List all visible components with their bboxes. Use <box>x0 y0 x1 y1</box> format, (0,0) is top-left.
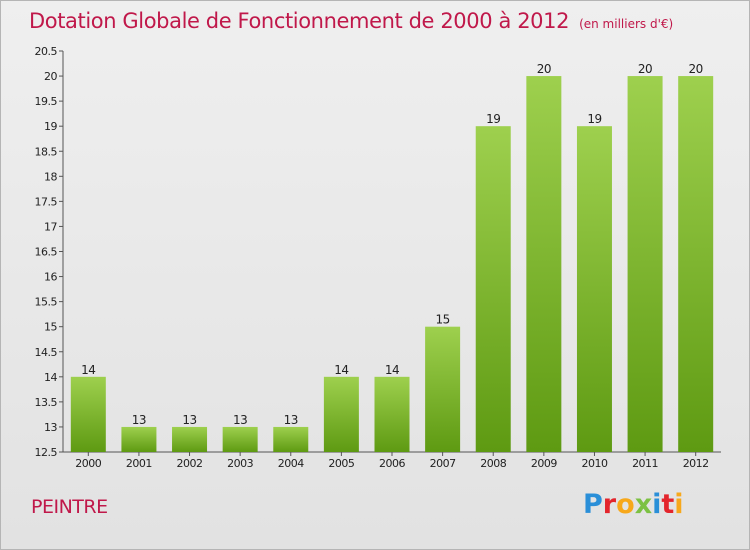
bar <box>172 426 208 452</box>
data-label: 13 <box>182 413 196 427</box>
data-label: 20 <box>689 62 703 76</box>
y-tick-label: 19.5 <box>35 95 58 108</box>
bar <box>425 326 461 452</box>
logo-letter: P <box>583 489 603 520</box>
data-label: 13 <box>284 413 298 427</box>
logo-letter: x <box>634 489 653 520</box>
x-tick-label: 2010 <box>581 457 607 470</box>
bar <box>121 426 157 452</box>
bar <box>627 76 663 452</box>
data-label: 15 <box>435 313 449 327</box>
x-tick-label: 2009 <box>531 457 557 470</box>
x-tick-label: 2008 <box>480 457 506 470</box>
proxiti-logo: Proxiti <box>583 489 684 520</box>
bar <box>678 76 714 452</box>
bar <box>526 76 562 452</box>
x-tick-label: 2002 <box>177 457 203 470</box>
bar <box>576 126 612 452</box>
chart-labels: 2000 14 2001 13 2002 13 2003 13 2004 13 2005 14 2006… <box>75 62 709 470</box>
y-tick-label: 19 <box>44 120 57 133</box>
y-tick-label: 13 <box>44 421 57 434</box>
x-tick-label: 2006 <box>379 457 405 470</box>
bar <box>70 376 106 452</box>
x-tick-label: 2005 <box>328 457 354 470</box>
bar <box>374 376 410 452</box>
y-tick-label: 15 <box>44 321 57 334</box>
y-tick-label: 16 <box>44 271 57 284</box>
y-tick-label: 20 <box>44 70 57 83</box>
logo-letter: i <box>652 489 662 520</box>
commune-name: PEINTRE <box>31 496 108 518</box>
data-label: 19 <box>486 112 500 126</box>
y-tick-label: 16.5 <box>35 246 58 259</box>
x-tick-label: 2011 <box>632 457 658 470</box>
x-tick-label: 2000 <box>75 457 101 470</box>
y-tick-label: 18.5 <box>35 145 58 158</box>
logo-letter: t <box>661 489 675 520</box>
chart-subtitle: (en milliers d'€) <box>579 17 674 31</box>
x-tick-label: 2003 <box>227 457 253 470</box>
data-label: 20 <box>638 62 652 76</box>
y-tick-label: 12.5 <box>35 446 58 459</box>
chart-bars <box>70 76 714 452</box>
data-label: 19 <box>587 112 601 126</box>
bar <box>222 426 258 452</box>
chart-title: Dotation Globale de Fonctionnement de 20… <box>29 9 673 33</box>
data-label: 14 <box>334 363 348 377</box>
data-label: 13 <box>132 413 146 427</box>
data-label: 13 <box>233 413 247 427</box>
y-tick-label: 20.5 <box>35 45 58 58</box>
logo-letter: i <box>674 489 684 520</box>
bar <box>273 426 309 452</box>
data-label: 14 <box>81 363 95 377</box>
chart-title-text: Dotation Globale de Fonctionnement de 20… <box>29 9 570 33</box>
y-tick-label: 15.5 <box>35 296 58 309</box>
x-tick-label: 2007 <box>430 457 456 470</box>
data-label: 14 <box>385 363 399 377</box>
y-tick-label: 14.5 <box>35 346 58 359</box>
data-label: 20 <box>537 62 551 76</box>
x-tick-label: 2004 <box>278 457 304 470</box>
logo-letter: o <box>616 489 635 520</box>
y-tick-label: 17.5 <box>35 195 58 208</box>
chart-axes: 12.5 13 13.5 14 14.5 15 15.5 16 16.5 17 17.5 18 18.5… <box>35 45 721 459</box>
y-tick-label: 14 <box>44 371 57 384</box>
bar <box>475 126 511 452</box>
y-tick-label: 17 <box>44 220 57 233</box>
bar <box>323 376 359 452</box>
x-tick-label: 2012 <box>683 457 709 470</box>
logo-letter: r <box>602 489 617 520</box>
x-tick-label: 2001 <box>126 457 152 470</box>
y-tick-label: 18 <box>44 170 57 183</box>
y-tick-label: 13.5 <box>35 396 58 409</box>
